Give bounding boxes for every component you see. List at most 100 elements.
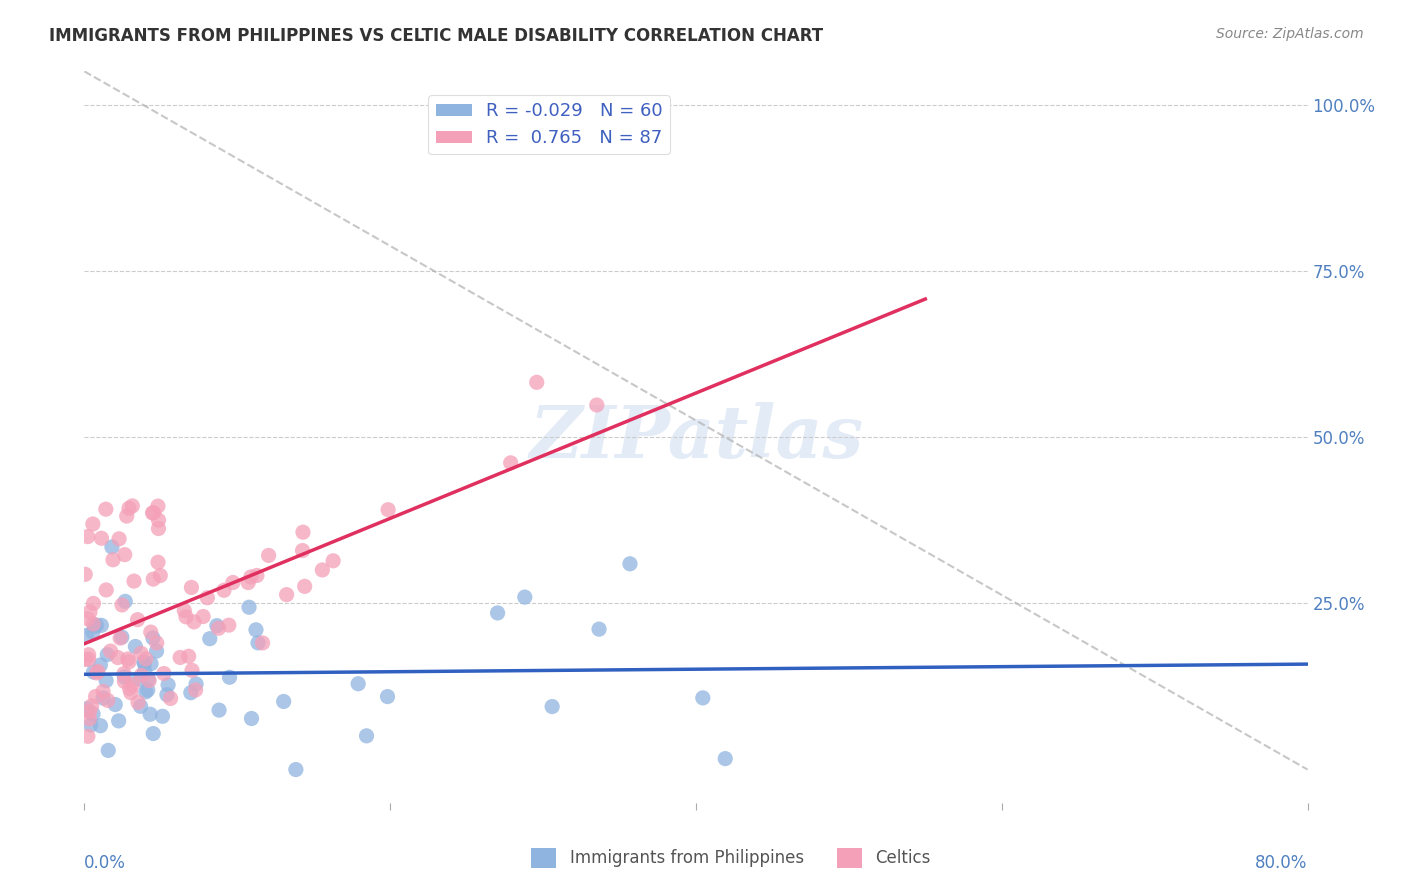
Point bbox=[86, 618, 108, 632]
Point bbox=[89, 719, 111, 733]
Point bbox=[273, 694, 295, 708]
Point bbox=[82, 706, 104, 721]
Point bbox=[240, 712, 263, 726]
Point bbox=[212, 583, 235, 598]
Point bbox=[84, 690, 107, 704]
Point bbox=[714, 751, 737, 765]
Point bbox=[142, 506, 165, 520]
Point bbox=[513, 590, 536, 604]
Point bbox=[291, 525, 314, 540]
Point bbox=[111, 630, 134, 644]
Point bbox=[139, 707, 162, 722]
Point bbox=[89, 657, 111, 672]
Point bbox=[127, 613, 149, 627]
Point bbox=[153, 666, 176, 681]
Point bbox=[94, 502, 117, 516]
Point bbox=[377, 502, 399, 516]
Text: 0.0%: 0.0% bbox=[84, 854, 127, 872]
Point bbox=[101, 540, 124, 554]
Point bbox=[257, 549, 280, 563]
Point bbox=[146, 555, 169, 569]
Point bbox=[96, 582, 118, 597]
Point bbox=[121, 499, 143, 513]
Point bbox=[174, 609, 197, 624]
Point bbox=[80, 718, 103, 732]
Point bbox=[356, 729, 378, 743]
Point bbox=[108, 631, 131, 645]
Text: IMMIGRANTS FROM PHILIPPINES VS CELTIC MALE DISABILITY CORRELATION CHART: IMMIGRANTS FROM PHILIPPINES VS CELTIC MA… bbox=[49, 27, 824, 45]
Point bbox=[114, 594, 136, 608]
Point bbox=[136, 673, 159, 687]
Point bbox=[90, 618, 112, 632]
Point bbox=[76, 612, 98, 626]
Point bbox=[118, 501, 141, 516]
Point bbox=[82, 516, 104, 531]
Point bbox=[77, 652, 100, 666]
Point bbox=[145, 636, 167, 650]
Point bbox=[76, 702, 98, 716]
Point bbox=[122, 574, 145, 588]
Point bbox=[139, 657, 162, 671]
Point bbox=[291, 543, 314, 558]
Point bbox=[82, 665, 104, 679]
Text: 80.0%: 80.0% bbox=[1256, 854, 1308, 872]
Point bbox=[141, 506, 163, 520]
Point bbox=[198, 632, 221, 646]
Point bbox=[77, 648, 100, 662]
Point bbox=[222, 575, 245, 590]
Point bbox=[77, 729, 100, 743]
Point bbox=[195, 591, 218, 605]
Point bbox=[79, 705, 101, 719]
Point bbox=[104, 698, 127, 712]
Point bbox=[96, 648, 118, 662]
Point bbox=[135, 685, 157, 699]
Point bbox=[107, 714, 129, 728]
Point bbox=[112, 666, 135, 681]
Point bbox=[118, 655, 141, 669]
Point bbox=[128, 672, 150, 686]
Point bbox=[148, 522, 170, 536]
Point bbox=[377, 690, 399, 704]
Point bbox=[169, 650, 191, 665]
Point bbox=[129, 646, 152, 660]
Point bbox=[135, 652, 157, 666]
Point bbox=[134, 657, 156, 671]
Point bbox=[91, 691, 114, 706]
Point bbox=[134, 664, 156, 678]
Point bbox=[207, 621, 229, 635]
Legend: Immigrants from Philippines, Celtics: Immigrants from Philippines, Celtics bbox=[524, 841, 938, 875]
Point bbox=[115, 509, 138, 524]
Point bbox=[79, 712, 101, 726]
Point bbox=[82, 596, 104, 610]
Point bbox=[94, 673, 117, 688]
Point bbox=[76, 530, 98, 544]
Point bbox=[75, 567, 97, 582]
Point bbox=[84, 619, 107, 633]
Point bbox=[585, 398, 607, 412]
Point bbox=[79, 605, 101, 619]
Point bbox=[245, 623, 267, 637]
Point bbox=[97, 693, 120, 707]
Point bbox=[107, 650, 129, 665]
Point bbox=[139, 625, 162, 640]
Point bbox=[238, 575, 260, 590]
Point bbox=[80, 698, 103, 713]
Point bbox=[138, 673, 160, 688]
Point bbox=[145, 644, 167, 658]
Point bbox=[692, 690, 714, 705]
Point bbox=[101, 553, 124, 567]
Point bbox=[156, 688, 179, 702]
Point bbox=[136, 683, 159, 698]
Point bbox=[91, 684, 114, 698]
Point bbox=[180, 686, 202, 700]
Point bbox=[75, 652, 97, 666]
Point bbox=[157, 678, 180, 692]
Point bbox=[218, 618, 240, 632]
Point bbox=[486, 606, 509, 620]
Point bbox=[205, 618, 228, 632]
Point bbox=[526, 376, 548, 390]
Point bbox=[142, 572, 165, 586]
Point bbox=[100, 644, 122, 658]
Point bbox=[177, 649, 200, 664]
Text: Source: ZipAtlas.com: Source: ZipAtlas.com bbox=[1216, 27, 1364, 41]
